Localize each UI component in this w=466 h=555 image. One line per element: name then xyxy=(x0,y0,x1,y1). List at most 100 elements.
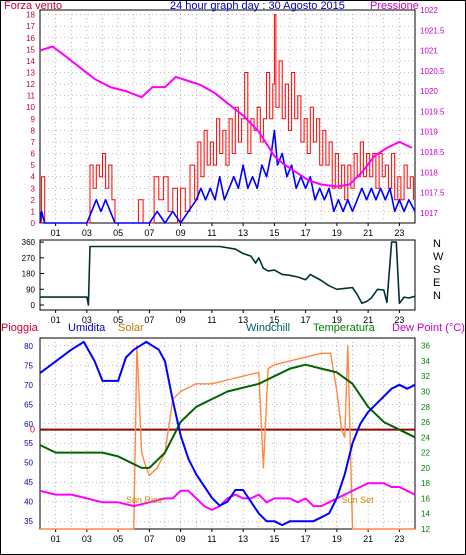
pressure-tick-label: 1020 xyxy=(420,87,438,96)
solar-legend: Solar xyxy=(118,322,144,334)
x-tick-label: 13 xyxy=(238,534,248,544)
x-tick-label: 23 xyxy=(394,534,404,544)
wind-tick-label: 14 xyxy=(26,57,35,66)
x-tick-label: 07 xyxy=(144,315,154,325)
temperature-tick-label: 30 xyxy=(421,387,430,396)
compass-letter: W xyxy=(433,251,444,263)
wind-tick-label: 17 xyxy=(26,22,35,31)
pressure-axis-label: Pressione xyxy=(370,0,419,12)
pressure-tick-label: 1018 xyxy=(420,168,438,177)
dew-point-legend: Dew Point (°C) xyxy=(392,322,465,334)
pressure-tick-label: 1020.5 xyxy=(420,67,445,76)
pressure-tick-label: 1021 xyxy=(420,47,438,56)
x-tick-label: 15 xyxy=(269,534,279,544)
temperature-tick-label: 12 xyxy=(421,525,430,534)
pressure-tick-label: 1022 xyxy=(420,6,438,15)
temperature-line xyxy=(39,363,416,469)
x-tick-label: 09 xyxy=(176,315,186,325)
temperature-tick-label: 16 xyxy=(421,494,430,503)
temperature-tick-label: 24 xyxy=(421,433,430,442)
x-tick-label: 01 xyxy=(51,228,61,238)
direction-tick-label: 90 xyxy=(26,285,35,294)
x-tick-label: 15 xyxy=(269,228,279,238)
wind-tick-label: 8 xyxy=(31,126,36,135)
temperature-tick-label: 14 xyxy=(421,510,430,519)
x-tick-label: 23 xyxy=(394,315,404,325)
x-tick-label: 17 xyxy=(301,228,311,238)
x-tick-label: 19 xyxy=(332,315,342,325)
temperature-tick-label: 32 xyxy=(421,372,430,381)
wind-tick-label: 7 xyxy=(31,138,36,147)
wind-direction-panel xyxy=(39,239,416,311)
compass-letter: E xyxy=(433,277,440,289)
compass-letter: N xyxy=(433,238,441,250)
x-tick-label: 03 xyxy=(82,315,92,325)
humidity-temperature-panel xyxy=(39,337,416,530)
x-tick-label: 17 xyxy=(301,534,311,544)
humidity-tick-label: 60 xyxy=(24,420,33,429)
wind-tick-label: 0 xyxy=(31,219,36,228)
wind-tick-label: 6 xyxy=(31,150,36,159)
wind-tick-label: 10 xyxy=(26,103,35,112)
pressure-tick-label: 1017.5 xyxy=(420,189,445,198)
pressure-tick-label: 1021.5 xyxy=(420,26,445,35)
wind-tick-label: 1 xyxy=(31,207,36,216)
x-tick-label: 09 xyxy=(176,534,186,544)
solar-line xyxy=(40,344,415,530)
sunrise-label: Sun Rise xyxy=(126,495,163,505)
temperature-tick-label: 18 xyxy=(421,479,430,488)
wind-tick-label: 12 xyxy=(26,80,35,89)
x-tick-label: 09 xyxy=(176,228,186,238)
temperature-tick-label: 36 xyxy=(421,342,430,351)
x-tick-label: 23 xyxy=(394,228,404,238)
x-tick-label: 19 xyxy=(332,228,342,238)
x-tick-label: 01 xyxy=(51,534,61,544)
pressure-tick-label: 1019.5 xyxy=(420,107,445,116)
humidity-tick-label: 75 xyxy=(24,361,33,370)
pressure-tick-label: 1019 xyxy=(420,128,438,137)
wind-tick-label: 4 xyxy=(31,173,36,182)
x-tick-label: 13 xyxy=(238,315,248,325)
humidity-tick-label: 45 xyxy=(24,478,33,487)
wind-axis-label: Forza vento xyxy=(4,0,62,12)
humidity-legend: Umidita xyxy=(68,322,106,334)
pressure-line xyxy=(39,45,413,188)
x-tick-label: 17 xyxy=(301,315,311,325)
pressure-tick-label: 1018.5 xyxy=(420,148,445,157)
temperature-tick-label: 28 xyxy=(421,403,430,412)
x-tick-label: 21 xyxy=(363,228,373,238)
dew-point-line xyxy=(39,482,416,511)
wind-average-line xyxy=(39,129,416,224)
x-tick-label: 11 xyxy=(207,315,216,325)
windchill-legend: Windchill xyxy=(246,322,290,334)
wind-tick-label: 5 xyxy=(31,161,36,170)
x-tick-label: 21 xyxy=(363,534,373,544)
rain-zero-label: 0 xyxy=(30,425,35,435)
x-tick-label: 05 xyxy=(113,228,123,238)
x-tick-label: 11 xyxy=(207,534,216,544)
temperature-legend: Temperatura xyxy=(313,322,376,334)
wind-tick-label: 9 xyxy=(31,115,36,124)
x-tick-label: 07 xyxy=(144,228,154,238)
humidity-tick-label: 55 xyxy=(24,439,33,448)
compass-letter: S xyxy=(433,264,440,276)
humidity-tick-label: 35 xyxy=(24,517,33,526)
temperature-tick-label: 26 xyxy=(421,418,430,427)
x-tick-label: 15 xyxy=(269,315,279,325)
x-tick-label: 19 xyxy=(332,534,342,544)
direction-tick-label: 360 xyxy=(22,238,36,247)
x-tick-label: 05 xyxy=(113,315,123,325)
wind-tick-label: 13 xyxy=(26,69,35,78)
temperature-tick-label: 20 xyxy=(421,464,430,473)
wind-tick-label: 2 xyxy=(31,196,36,205)
x-tick-label: 11 xyxy=(207,228,216,238)
temperature-tick-label: 34 xyxy=(421,357,430,366)
x-tick-label: 01 xyxy=(51,315,61,325)
wind-direction-line xyxy=(40,241,416,306)
x-tick-label: 05 xyxy=(113,534,123,544)
direction-tick-label: 180 xyxy=(22,270,36,279)
wind-tick-label: 18 xyxy=(26,11,35,20)
x-tick-label: 21 xyxy=(363,315,373,325)
